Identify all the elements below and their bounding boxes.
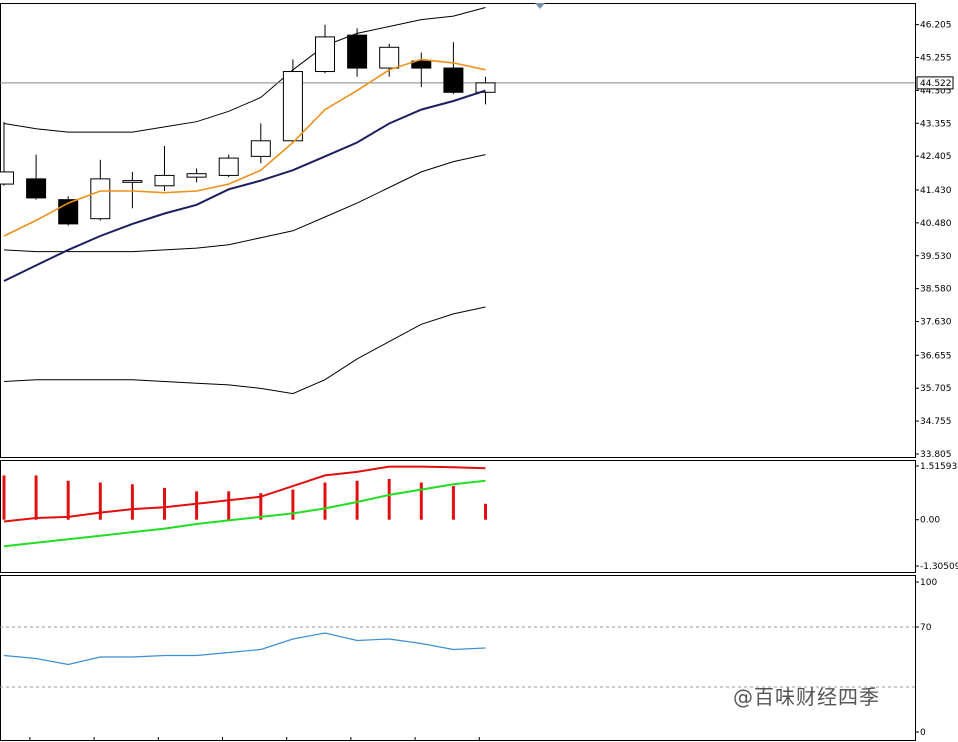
- lower-band-line: [3, 154, 486, 253]
- macd-red-line: [3, 465, 486, 523]
- slow-ma-line: [3, 89, 486, 282]
- current-price-label: 44.522: [920, 79, 952, 89]
- rsi-panel-frame: [0, 575, 916, 741]
- price-axis-tick-label: 33.805: [920, 450, 952, 460]
- rsi-axis-tick-label: 70: [920, 623, 932, 633]
- rsi-axis-tick-label: 100: [920, 578, 937, 588]
- scroll-marker-icon[interactable]: [535, 3, 545, 9]
- macd-axis-tick-label: -1.30509: [920, 562, 958, 572]
- price-axis-tick-label: 35.705: [920, 384, 952, 394]
- price-panel: 46.205 45.255 44.305 43.355 42.405 41.430 40.4…: [0, 7, 954, 460]
- candle-body: [379, 46, 400, 69]
- candle-body: [0, 171, 14, 185]
- macd-panel-frame: [0, 460, 916, 573]
- price-axis-tick-label: 44.305: [920, 86, 952, 96]
- candle-body: [315, 36, 335, 73]
- current-price-badge: [916, 76, 954, 90]
- upper-band-line: [3, 7, 486, 133]
- candle-body: [411, 60, 432, 69]
- price-axis-tick-label: 40.480: [920, 219, 952, 229]
- candle-body: [347, 34, 368, 69]
- rsi-axis-tick-label: 0: [920, 728, 926, 738]
- candle-body: [122, 180, 143, 183]
- candle-body: [186, 173, 207, 178]
- rsi-panel: 100 70 0: [0, 578, 937, 738]
- candle-body: [250, 140, 271, 157]
- candle-body: [475, 82, 496, 93]
- candle-body: [90, 178, 111, 220]
- price-axis-tick-label: 39.530: [920, 252, 952, 262]
- rsi-line: [3, 632, 486, 666]
- candle-body: [282, 71, 303, 142]
- price-axis-tick-label: 34.755: [920, 417, 952, 427]
- price-axis-tick-label: 45.255: [920, 54, 952, 64]
- time-axis: [29, 737, 480, 741]
- price-axis-tick-label: 46.205: [920, 21, 952, 31]
- macd-panel: 1.51593 0.00 -1.30509: [2, 462, 958, 572]
- outer-lower-band-line: [3, 306, 486, 395]
- price-panel-frame: [0, 3, 916, 458]
- candle-body: [26, 178, 47, 199]
- price-axis-tick-label: 43.355: [920, 119, 952, 129]
- fast-ma-line: [3, 58, 486, 237]
- price-axis-tick-label: 41.430: [920, 186, 952, 196]
- price-axis-tick-label: 37.630: [920, 318, 952, 328]
- price-axis-tick-label: 38.580: [920, 285, 952, 295]
- macd-axis-tick-label: 1.51593: [920, 462, 957, 472]
- macd-green-line: [3, 479, 486, 548]
- candle-body: [443, 67, 464, 93]
- watermark-text: @百味财经四季: [733, 685, 880, 709]
- price-axis-tick-label: 36.655: [920, 351, 952, 361]
- candle-body: [218, 157, 239, 176]
- candle-body: [154, 174, 175, 187]
- macd-axis-tick-label: 0.00: [920, 516, 940, 526]
- price-axis-tick-label: 42.405: [920, 152, 952, 162]
